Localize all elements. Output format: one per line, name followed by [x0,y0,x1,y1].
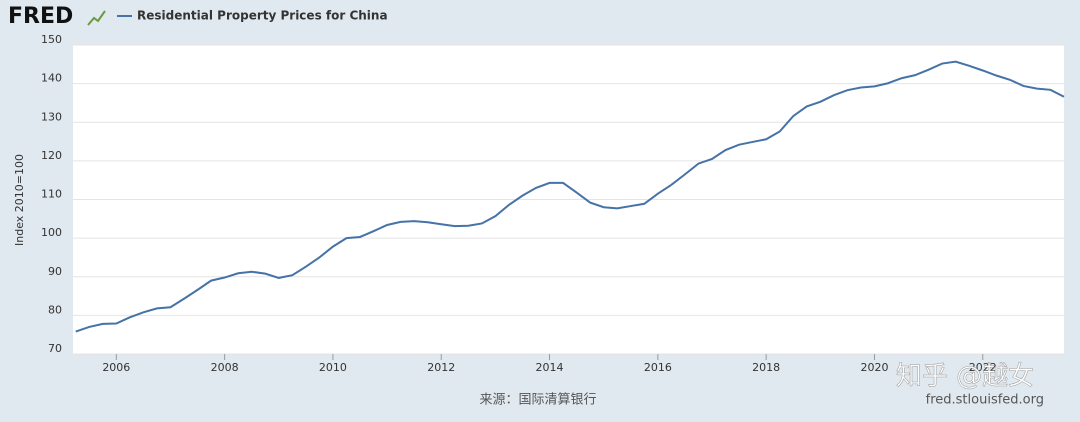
logo: FRED [8,4,73,29]
y-tick-label: 110 [41,188,62,201]
x-tick-label: 2016 [644,361,672,374]
x-tick-label: 2006 [102,361,130,374]
x-tick-label: 2022 [969,361,997,374]
x-tick-label: 2020 [860,361,888,374]
source-note: 来源：国际清算银行 [479,393,596,408]
logo-icon [87,10,106,26]
y-tick-label: 140 [41,72,62,85]
x-tick-label: 2014 [536,361,564,374]
legend-label: Residential Property Prices for China [137,9,388,23]
y-tick-label: 80 [48,303,62,316]
x-tick-label: 2012 [427,361,455,374]
x-tick-label: 2018 [752,361,780,374]
y-axis-label: Index 2010=100 [13,154,26,246]
x-tick-label: 2010 [319,361,347,374]
y-tick-label: 100 [41,226,62,239]
y-tick-label: 150 [41,33,62,46]
series-line [75,60,1065,333]
watermark: 知乎 @越女 [896,362,1034,392]
y-tick-label: 120 [41,149,62,162]
y-tick-label: 90 [48,265,62,278]
y-tick-label: 130 [41,110,62,123]
x-tick-label: 2008 [211,361,239,374]
credit: fred.stlouisfed.org [926,393,1044,408]
y-tick-label: 70 [48,342,62,355]
